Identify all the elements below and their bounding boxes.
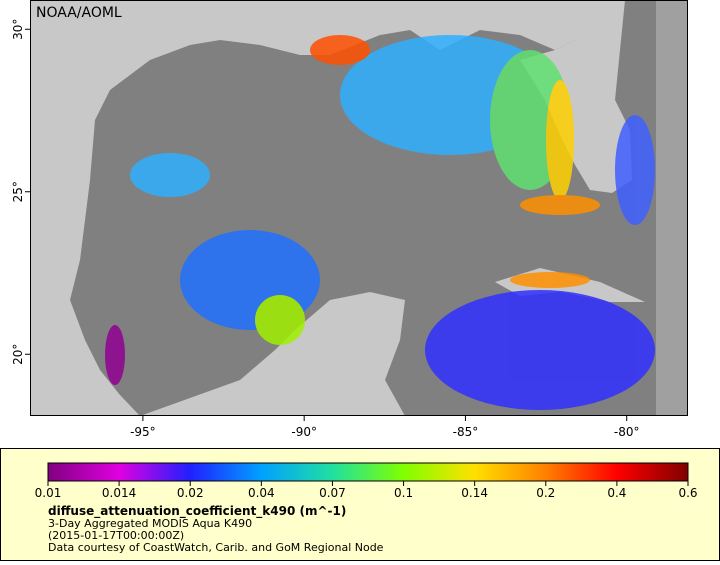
land-east [656,0,688,416]
x-tick-label: -85° [453,425,479,439]
colorbar-tick-label: 0.02 [177,486,204,500]
map-title: NOAA/AOML [36,5,122,21]
map-frame [30,0,688,416]
land-yucatan [140,292,405,416]
x-tick-label: -80° [614,425,640,439]
y-tick-label: 30° [11,19,25,40]
colorbar-tick-label: 0.04 [248,486,275,500]
x-tick-label: -90° [291,425,317,439]
colorbar-tick-label: 0.6 [678,486,697,500]
y-tick-label: 25° [11,181,25,202]
variable-name: diffuse_attenuation_coefficient_k490 (m^… [48,504,346,519]
colorbar-tick-label: 0.4 [607,486,626,500]
map: NOAA/AOML [30,0,688,416]
colorbar-tick-label: 0.07 [319,486,346,500]
colorbar-tick-label: 0.01 [35,486,62,500]
chlorophyll-overlay [105,35,655,410]
credit: Data courtesy of CoastWatch, Carib. and … [48,541,384,554]
y-tick-label: 20° [11,344,25,365]
colorbar-tick-label: 0.2 [536,486,555,500]
land-florida [520,0,632,193]
colorbar-tick-label: 0.14 [461,486,488,500]
colorbar-tick-label: 0.1 [394,486,413,500]
colorbar [47,462,689,482]
colorbar-tick-label: 0.014 [102,486,136,500]
x-tick-label: -95° [130,425,156,439]
description: 3-Day Aggregated MODIS Aqua K490 [48,517,252,530]
land-north-west [30,0,590,416]
time: (2015-01-17T00:00:00Z) [48,529,184,542]
